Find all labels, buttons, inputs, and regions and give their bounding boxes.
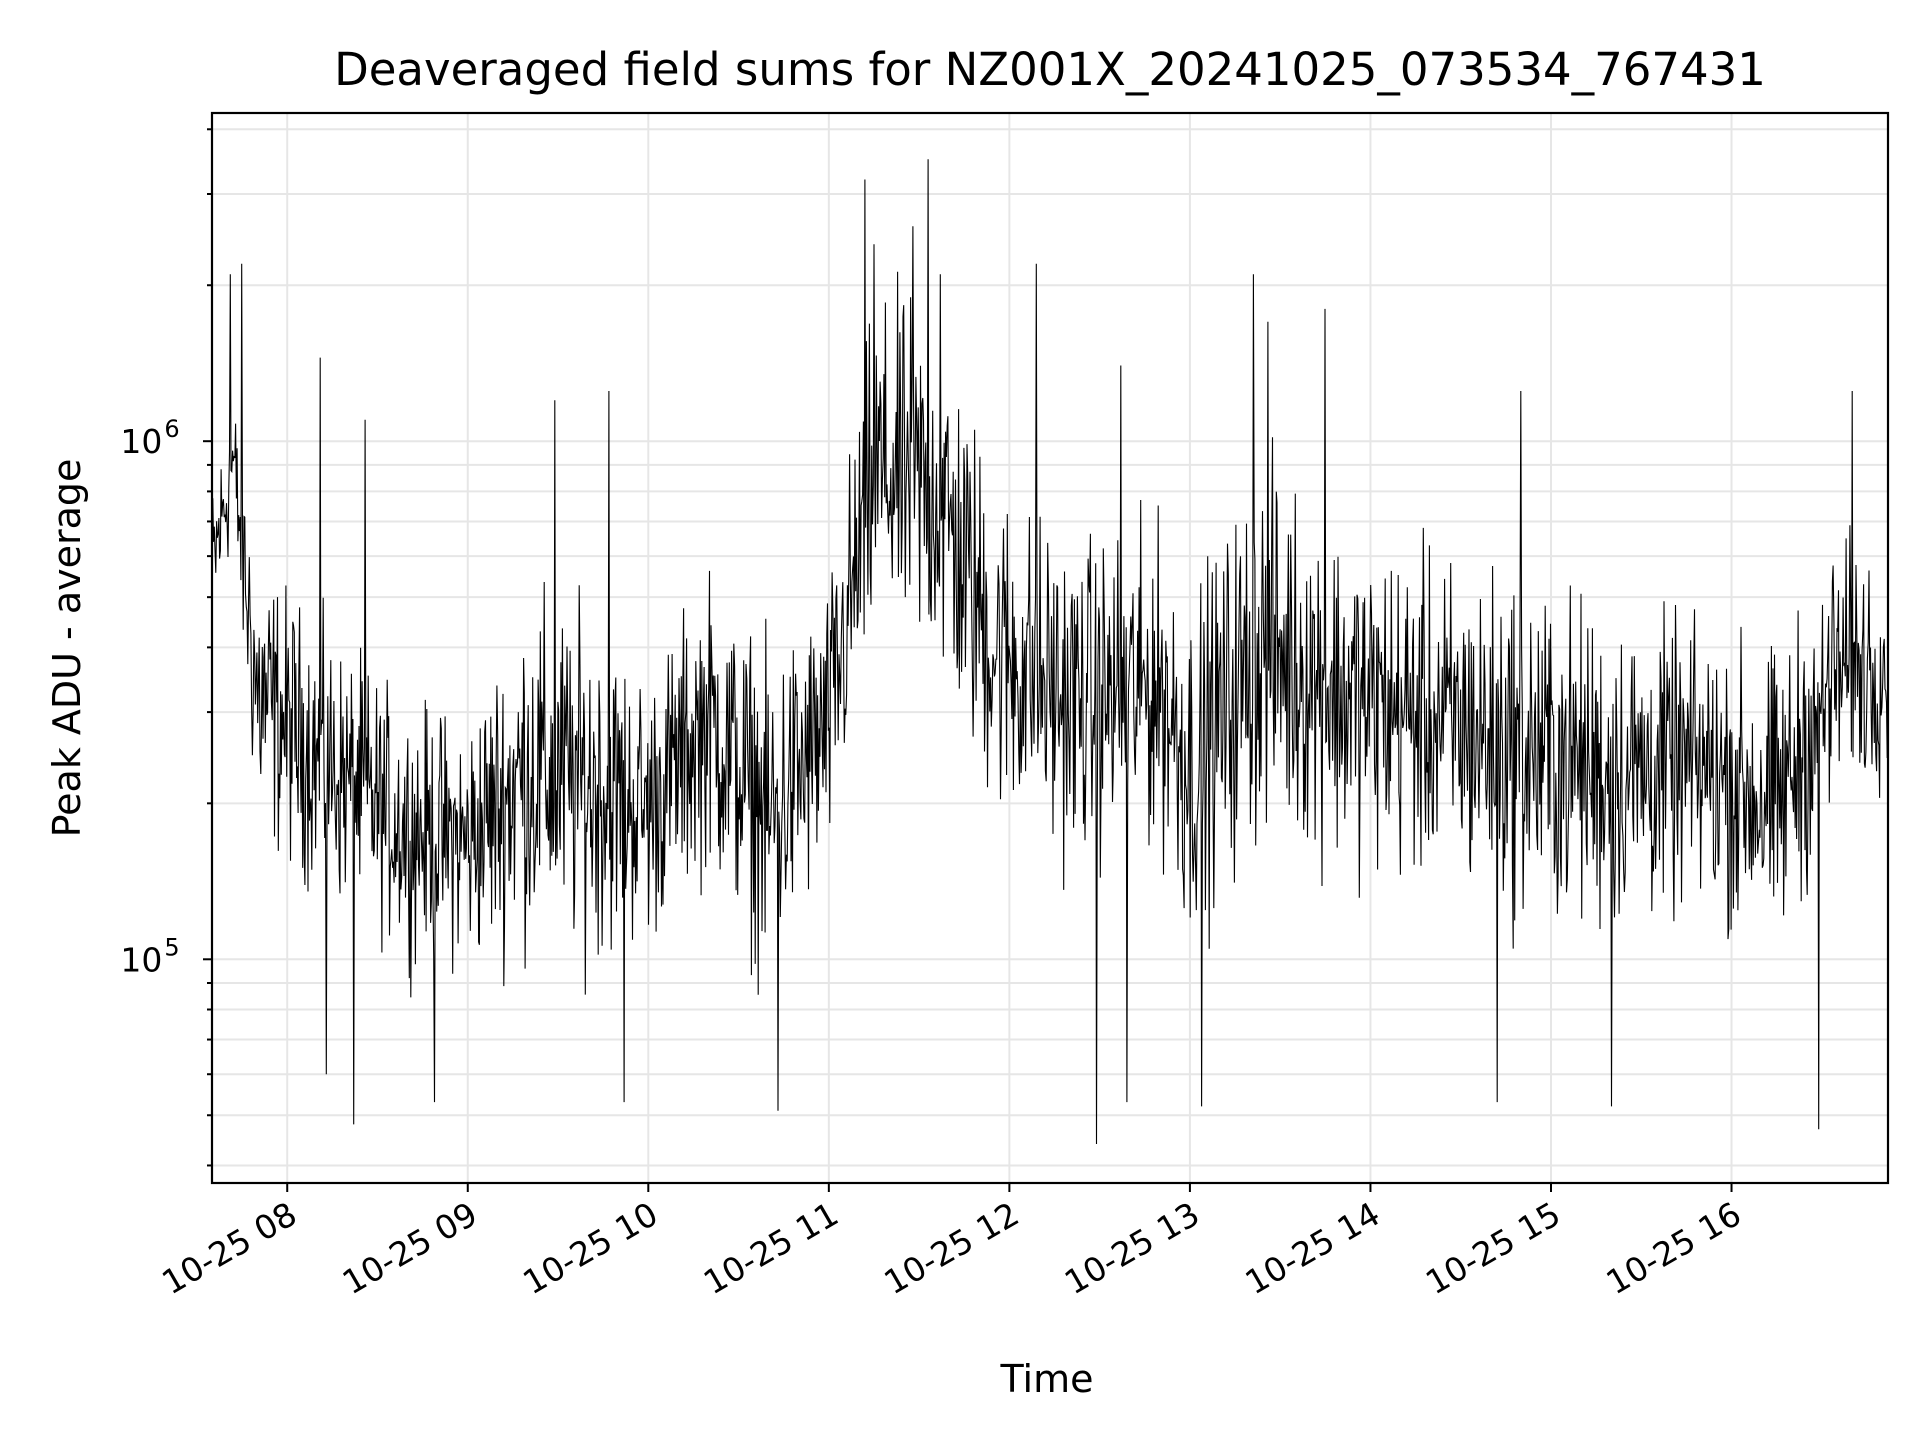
y-tick-label: 105 (120, 933, 179, 979)
grid (212, 113, 1888, 1183)
y-tick-exponent: 6 (164, 415, 179, 443)
y-tick-exponent: 5 (164, 933, 179, 961)
series-line (211, 159, 1889, 1145)
chart-title: Deaveraged field sums for NZ001X_2024102… (334, 43, 1766, 96)
y-axis-label: Peak ADU - average (45, 459, 89, 838)
x-axis-label: Time (1000, 1357, 1094, 1401)
series-path (211, 159, 1889, 1145)
